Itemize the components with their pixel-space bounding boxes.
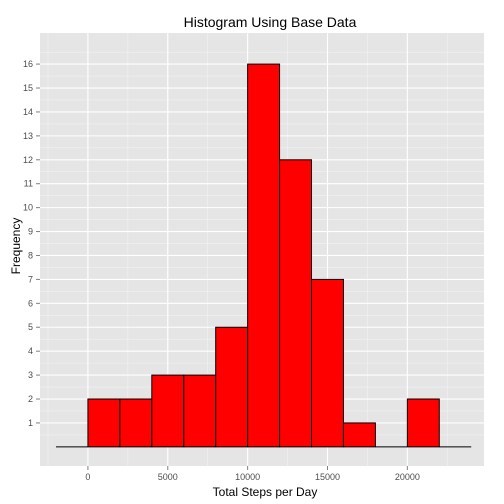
y-tick-label: 13 [23, 131, 33, 141]
y-tick-label: 2 [28, 394, 33, 404]
x-tick-label: 15000 [315, 472, 340, 482]
histogram-bar [406, 398, 440, 448]
histogram-bar [311, 278, 344, 448]
bars [55, 63, 472, 448]
histogram-bar [119, 398, 153, 448]
y-tick-label: 12 [23, 155, 33, 165]
y-tick-label: 10 [23, 203, 33, 213]
y-tick-label: 16 [23, 59, 33, 69]
x-tick-label: 20000 [395, 472, 420, 482]
y-tick-label: 6 [28, 298, 33, 308]
histogram-bar [215, 326, 249, 448]
y-tick-label: 11 [24, 179, 33, 189]
x-axis: 0 5000 10000 15000 20000 [85, 466, 420, 482]
y-tick-label: 8 [28, 250, 33, 260]
histogram-bar [151, 374, 185, 448]
x-tick-label: 0 [85, 472, 90, 482]
histogram-bar [247, 63, 281, 448]
x-tick-label: 10000 [235, 472, 260, 482]
y-tick-label: 14 [23, 107, 33, 117]
y-tick-label: 3 [28, 370, 33, 380]
y-tick-label: 4 [28, 346, 33, 356]
x-axis-title: Total Steps per Day [213, 485, 318, 499]
histogram-bar [342, 422, 376, 448]
y-tick-label: 1 [28, 418, 33, 428]
histogram-bar [87, 398, 121, 448]
y-tick-label: 9 [28, 227, 33, 237]
y-tick-label: 7 [28, 274, 33, 284]
x-tick-label: 5000 [158, 472, 178, 482]
y-tick-label: 5 [28, 322, 33, 332]
histogram-bar [279, 159, 313, 448]
y-axis-title: Frequency [9, 218, 23, 275]
histogram-bar [183, 374, 217, 448]
chart-title: Histogram Using Base Data [184, 14, 357, 30]
y-tick-label: 15 [23, 83, 33, 93]
